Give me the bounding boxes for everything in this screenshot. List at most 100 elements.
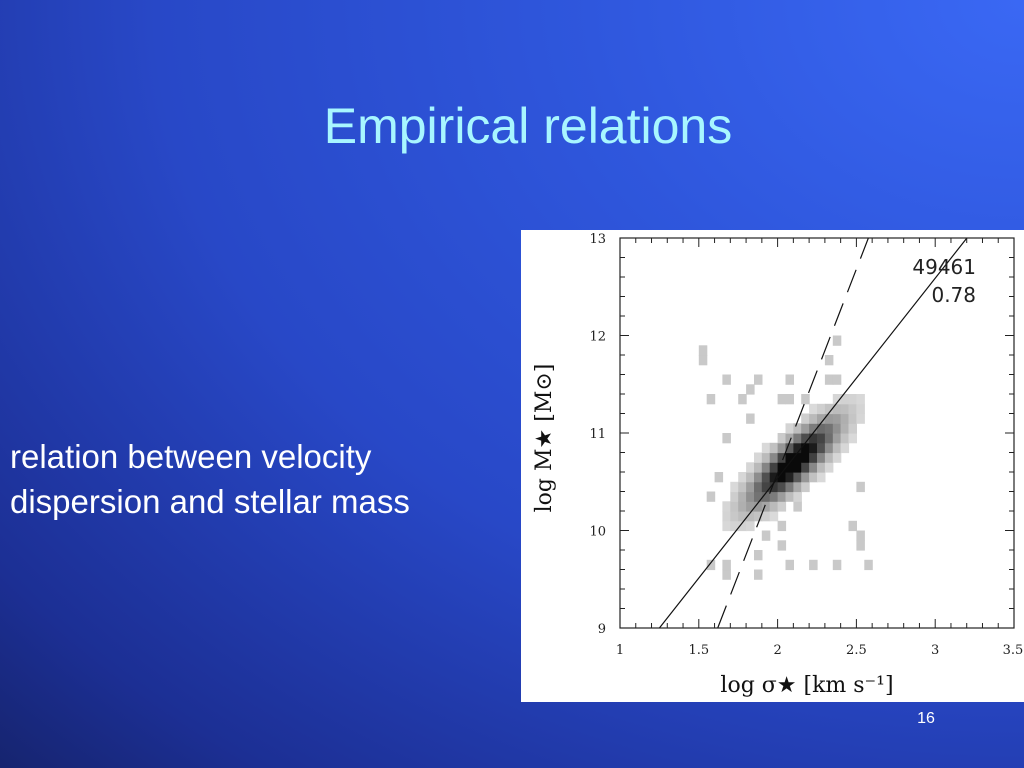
- density-cell: [714, 472, 724, 483]
- density-cell: [754, 511, 763, 522]
- x-tick-label: 1.5: [688, 643, 709, 658]
- density-cell: [754, 374, 763, 385]
- density-cell: [824, 452, 834, 463]
- density-cell: [864, 559, 873, 571]
- y-tick-label: 11: [589, 427, 606, 442]
- density-cell: [793, 481, 802, 493]
- density-cell: [801, 394, 810, 405]
- density-cell: [793, 462, 802, 473]
- density-cell: [817, 413, 826, 424]
- density-cell: [809, 433, 818, 444]
- density-cell: [801, 481, 810, 493]
- density-cell: [824, 433, 834, 444]
- density-cell: [832, 442, 842, 454]
- density-cell: [769, 442, 779, 454]
- density-cell: [706, 559, 716, 571]
- density-cell: [817, 442, 826, 454]
- density-cell: [801, 433, 810, 444]
- density-cell: [848, 413, 857, 424]
- chart-figure: 1 1.5 2 2.5 3 3.5 9 10 11 12 13 49461 0.78 log σ★ …: [521, 230, 1024, 702]
- density-cell: [809, 403, 818, 415]
- density-cell: [746, 413, 755, 424]
- density-cell: [698, 355, 708, 366]
- density-cell: [832, 403, 842, 415]
- density-cell: [848, 423, 857, 434]
- density-cell: [777, 501, 787, 512]
- density-cell: [754, 569, 763, 580]
- density-cell: [777, 491, 787, 502]
- x-tick-label: 3.5: [1003, 643, 1024, 658]
- density-cell: [793, 442, 802, 454]
- density-cell: [801, 442, 810, 454]
- axis-ticks: 1 1.5 2 2.5 3 3.5 9 10 11 12 13: [589, 232, 1023, 658]
- fit-line-solid: [658, 238, 968, 628]
- density-cell: [832, 394, 842, 405]
- density-cell: [738, 491, 747, 502]
- slide-title: Empirical relations: [323, 98, 733, 154]
- density-cell: [856, 403, 865, 415]
- density-cell: [722, 511, 731, 522]
- x-tick-label: 2: [773, 643, 781, 658]
- x-tick-label: 3: [931, 643, 939, 658]
- density-cell: [730, 491, 739, 502]
- density-cell: [769, 491, 779, 502]
- density-cell: [738, 481, 747, 493]
- density-cell: [769, 501, 779, 512]
- density-cell: [848, 403, 857, 415]
- density-cell: [722, 374, 731, 385]
- density-cell: [793, 472, 802, 483]
- density-cell: [730, 501, 739, 512]
- x-tick-label: 2.5: [846, 643, 867, 658]
- density-cell: [730, 511, 739, 522]
- y-tick-label: 9: [598, 622, 606, 637]
- density-cell: [738, 511, 747, 522]
- x-tick-label: 1: [616, 643, 624, 658]
- y-axis-label: log M★ [M⊙]: [532, 364, 557, 513]
- density-cell: [809, 442, 818, 454]
- density-cell: [722, 501, 731, 512]
- annotation-count: 49461: [912, 255, 976, 279]
- density-cell: [785, 423, 794, 434]
- density-cell: [754, 481, 763, 493]
- density-cell: [769, 452, 779, 463]
- density-cell: [809, 413, 818, 424]
- density-cell: [761, 501, 771, 512]
- density-cell: [801, 423, 810, 434]
- density-cell: [777, 472, 787, 483]
- density-cell: [785, 491, 794, 502]
- density-cell: [809, 452, 818, 463]
- density-cell: [698, 345, 708, 356]
- density-cell: [840, 394, 850, 405]
- density-cell: [840, 423, 850, 434]
- density-cell: [785, 472, 794, 483]
- density-cell: [706, 394, 716, 405]
- density-cell: [754, 491, 763, 502]
- density-cell: [832, 423, 842, 434]
- density-cell: [817, 423, 826, 434]
- density-cell: [754, 462, 763, 473]
- slide-body-text: relation between velocity dispersion and…: [10, 438, 410, 520]
- density-cell: [730, 520, 739, 532]
- annotation-coefficient: 0.78: [931, 283, 976, 307]
- density-cell: [809, 462, 818, 473]
- density-cell: [746, 384, 755, 395]
- density-cell: [754, 550, 763, 561]
- density-cell: [738, 501, 747, 512]
- density-cell: [817, 462, 826, 473]
- density-cell: [738, 520, 747, 532]
- density-cell: [761, 511, 771, 522]
- density-cell: [706, 491, 716, 502]
- density-cell: [769, 472, 779, 483]
- density-cell: [840, 433, 850, 444]
- density-cell: [754, 452, 763, 463]
- density-cell: [722, 433, 731, 444]
- density-cells: [698, 335, 873, 580]
- density-cell: [832, 413, 842, 424]
- density-cell: [801, 413, 810, 424]
- density-cell: [777, 394, 787, 405]
- density-cell: [761, 491, 771, 502]
- density-cell: [840, 442, 850, 454]
- x-axis-label: log σ★ [km s⁻¹]: [720, 673, 893, 698]
- y-tick-label: 12: [589, 330, 606, 345]
- density-cell: [769, 511, 779, 522]
